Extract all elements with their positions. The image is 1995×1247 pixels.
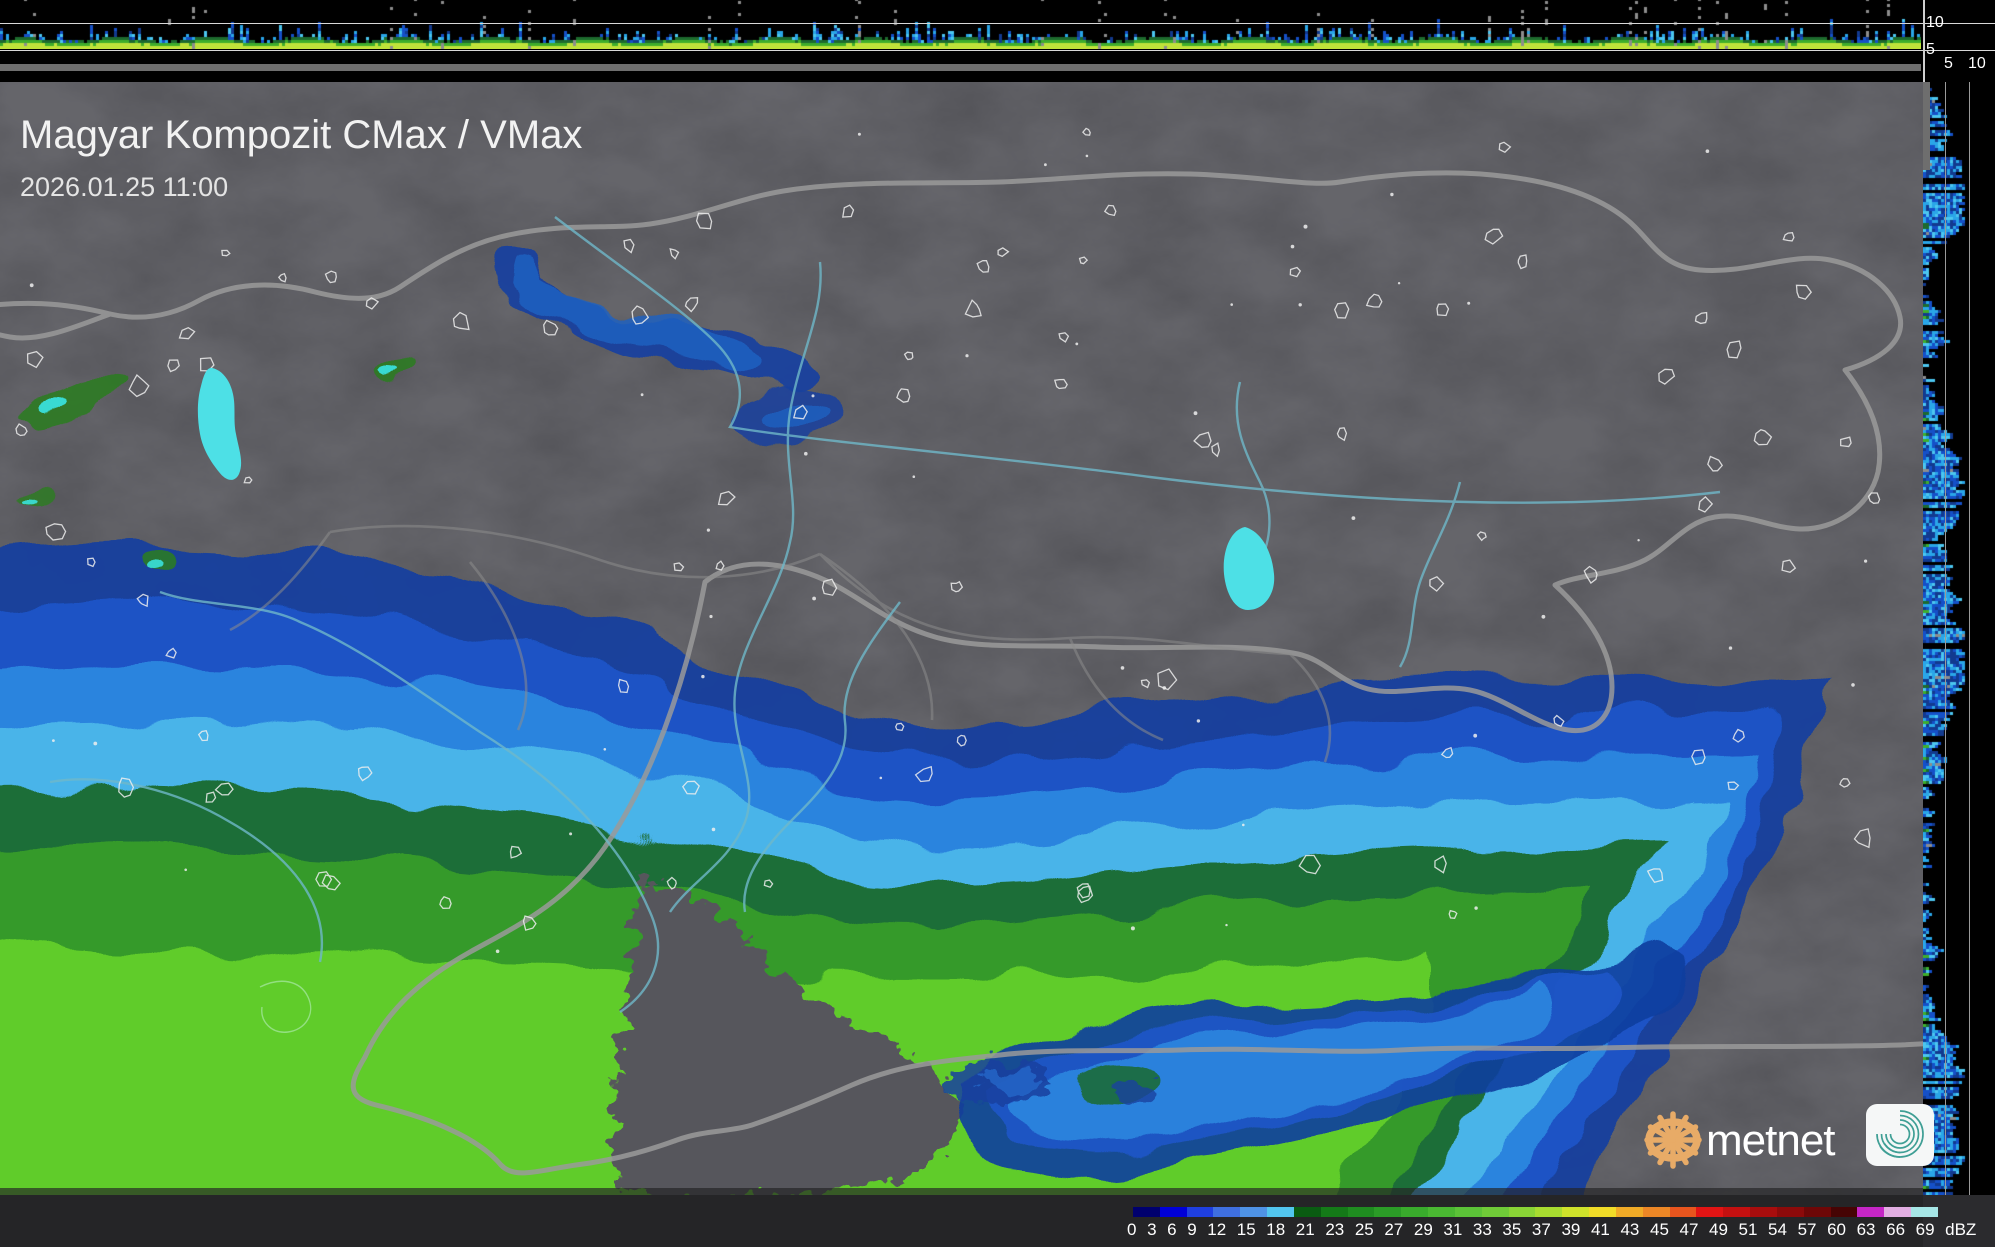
svg-text:metnet: metnet [1706,1116,1835,1165]
